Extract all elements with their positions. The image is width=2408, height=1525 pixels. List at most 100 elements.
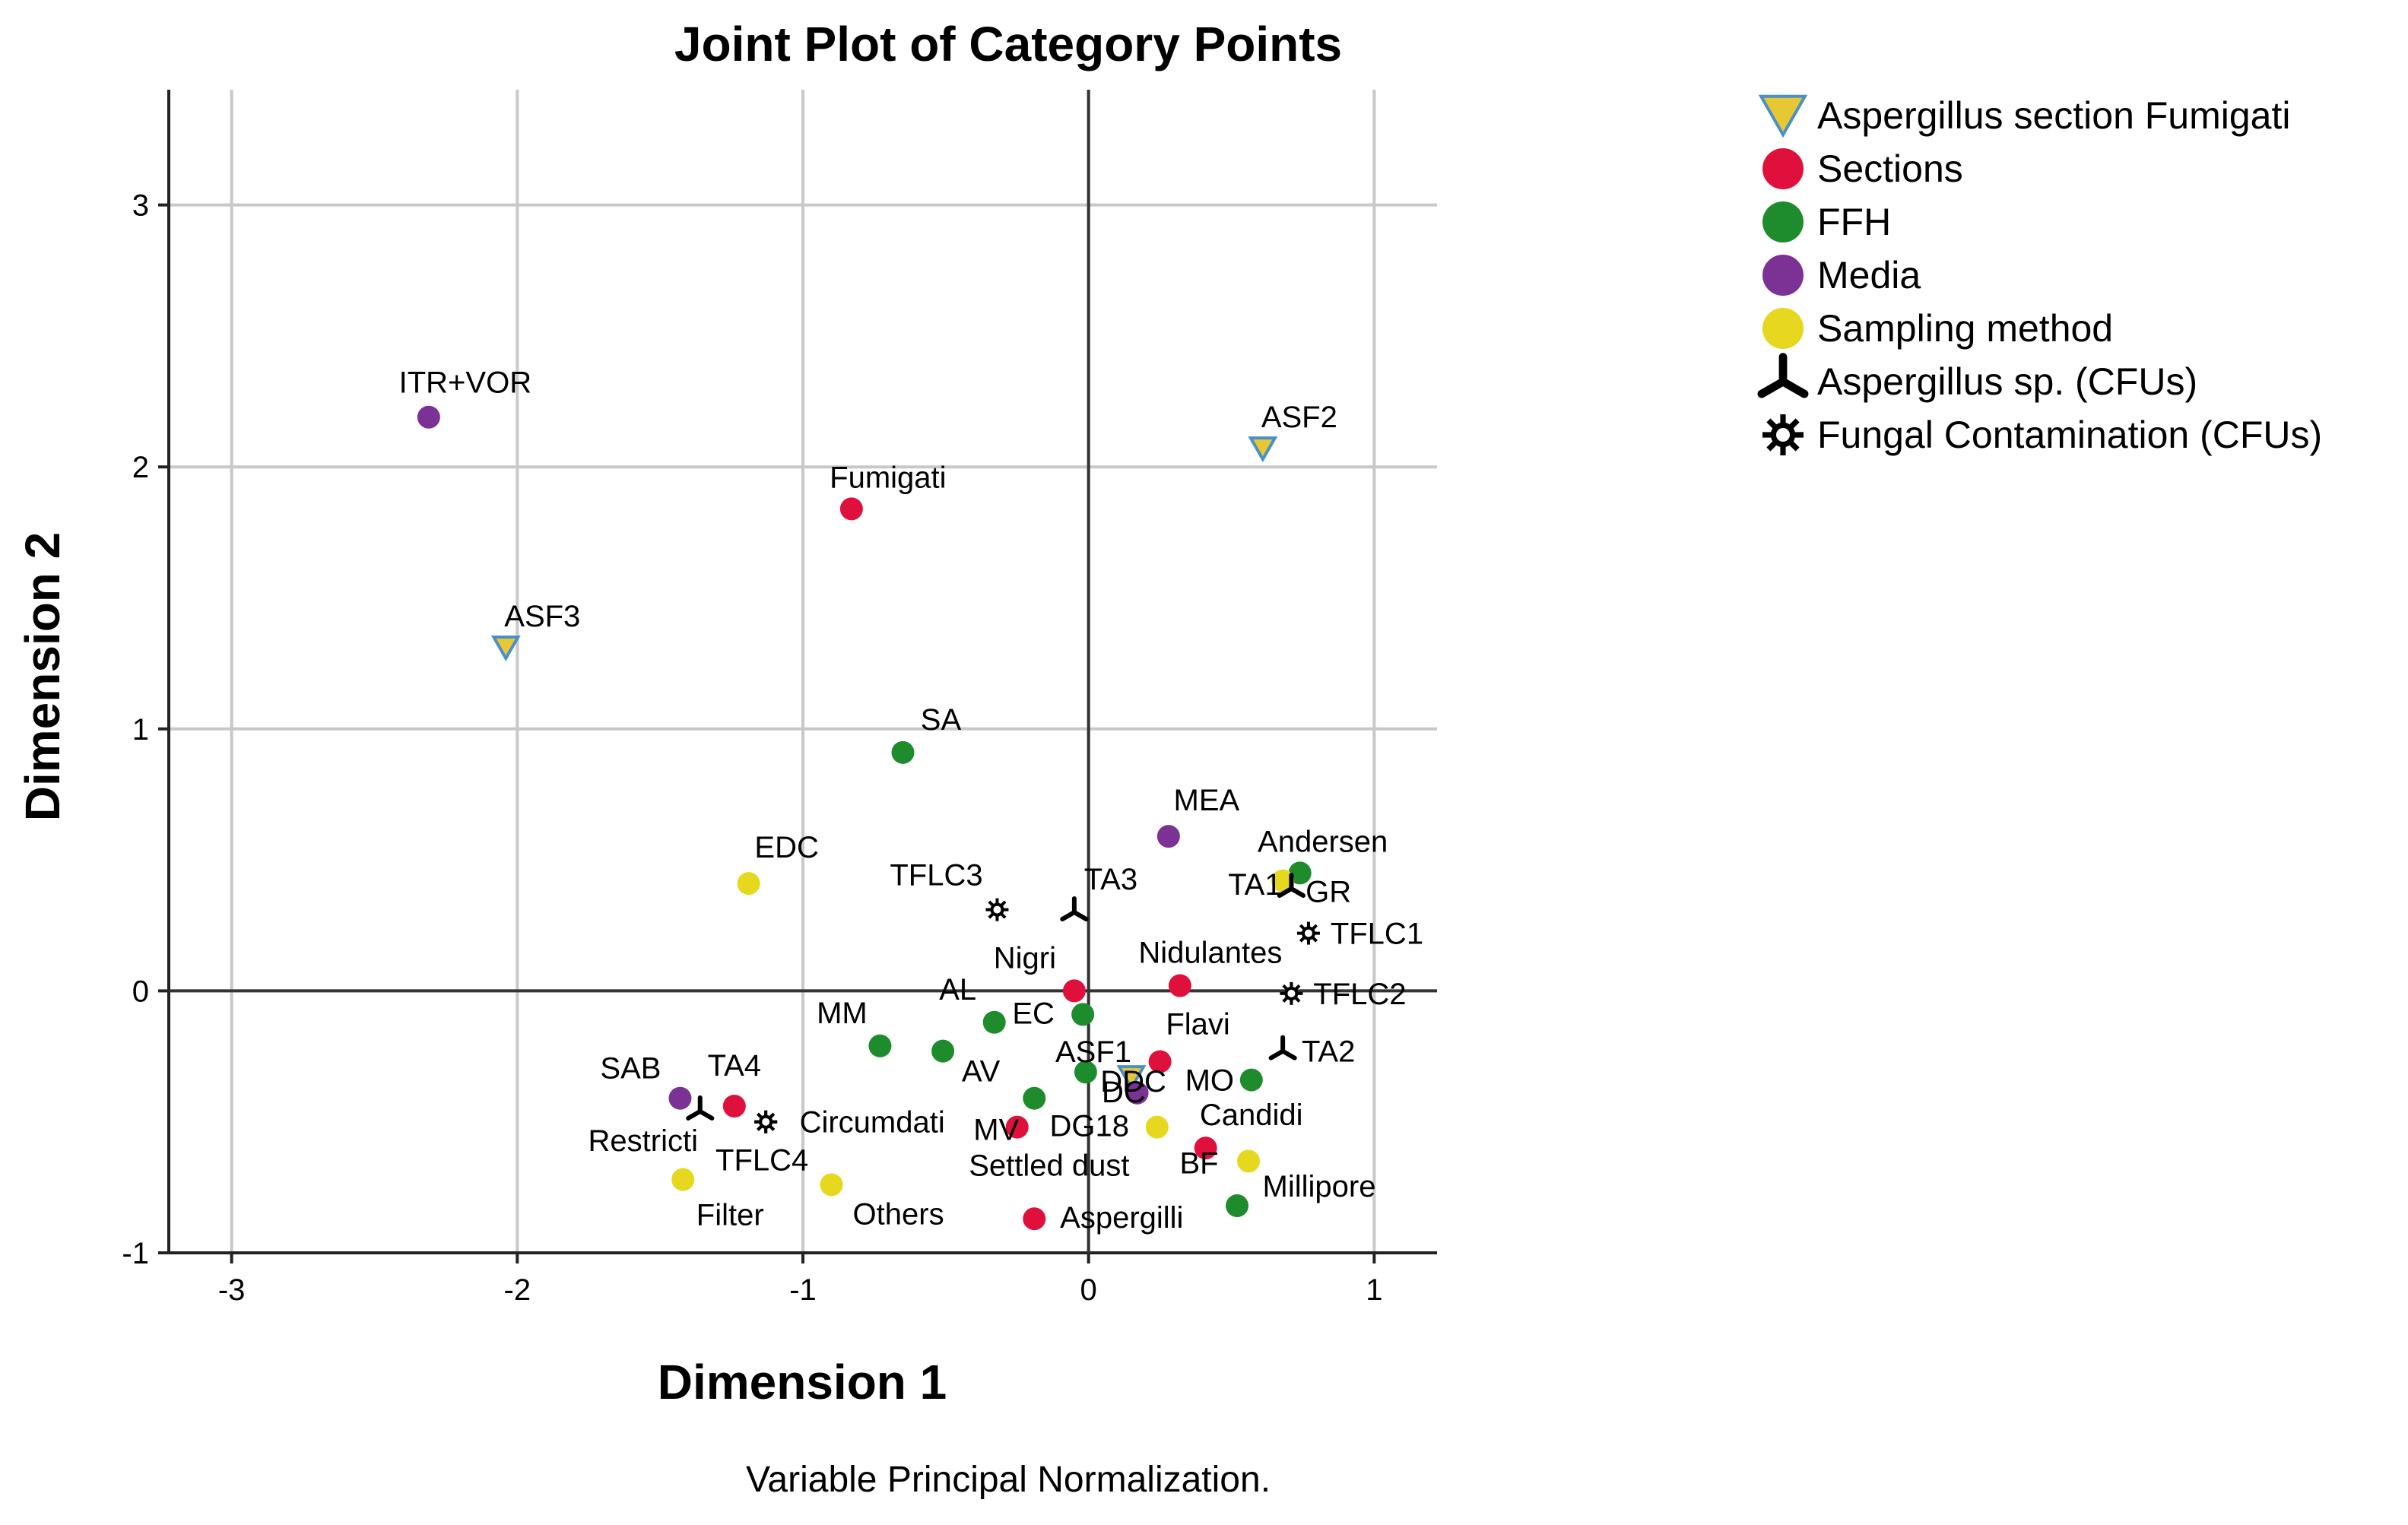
y-tick-label: 0 [132,975,149,1008]
marker-core [759,1114,773,1129]
marker-core [1770,422,1796,448]
chart-footnote: Variable Principal Normalization. [746,1460,1271,1500]
data-point [490,635,521,662]
marker-circle [1005,1115,1029,1139]
legend-label: FFH [1817,201,1891,243]
marker-circle [1074,1061,1097,1084]
legend-label: Sampling method [1817,307,2113,350]
data-point [839,497,863,521]
point-label: Settled dust [969,1149,1129,1183]
point-label: Nigri [994,941,1056,975]
point-label: Candidi [1200,1099,1303,1132]
legend-marker [1762,308,1804,349]
marker-circle [1762,308,1804,349]
data-point [820,1173,843,1197]
legend-marker [1762,255,1804,296]
marker-circle [982,1010,1006,1034]
point-label: TFLC1 [1331,918,1423,951]
marker-stroke [697,1108,715,1121]
y-tick-label: 2 [132,451,149,484]
marker-circle [1023,1207,1046,1231]
point-label: Flavi [1166,1007,1229,1041]
data-point [1237,1149,1261,1173]
marker-circle [1145,1115,1169,1139]
point-label: TFLC2 [1313,978,1406,1011]
x-axis-title: Dimension 1 [658,1355,947,1409]
marker-circle [1271,869,1295,892]
marker-circle [1194,1137,1217,1160]
data-point [417,405,440,429]
point-label: TA1 [1228,868,1281,902]
marker-stroke [1071,910,1089,922]
chart-title: Joint Plot of Category Points [674,17,1342,71]
data-point [1145,1115,1169,1139]
point-label: Aspergilli [1060,1201,1183,1235]
data-point [985,898,1009,921]
marker-circle [1023,1086,1046,1110]
marker-stroke [1289,886,1306,899]
marker-circle [820,1173,843,1197]
data-point [1248,436,1278,463]
legend: Aspergillus section Fumigati Sections FFH M… [1757,94,2322,456]
marker-circle [1148,1050,1172,1073]
point-label: TFLC3 [890,859,982,892]
point-label: MV [973,1114,1019,1147]
marker-triangle [1758,94,1808,138]
data-point [1074,1061,1097,1084]
x-tick-label: -1 [789,1273,817,1307]
marker-circle [1168,974,1191,997]
marker-circle [722,1095,746,1118]
tick-labels: -3 -2 -1 0 1 -1 0 1 2 3 [122,189,1382,1307]
x-tick-label: -2 [504,1273,531,1307]
data-point [686,1095,715,1121]
legend-marker [1757,353,1809,398]
point-label: EDC [754,831,818,864]
marker-circle [671,1168,695,1191]
point-label: Restricti [589,1124,698,1158]
data-point [1071,1003,1095,1026]
marker-circle [668,1086,692,1110]
legend-marker [1762,201,1804,243]
data-point [1062,979,1086,1003]
y-tick-label: 3 [132,189,149,223]
point-label: MEA [1174,784,1240,817]
marker-circle [1762,148,1804,189]
data-point [1148,1050,1172,1073]
point-label: Fumigati [830,461,946,494]
data-point [1239,1068,1263,1092]
y-tick-label: 1 [132,713,149,747]
point-label: DG18 [1050,1110,1130,1143]
point-label: MO [1185,1064,1234,1098]
x-tick-label: 1 [1366,1273,1382,1307]
data-point [1226,1194,1249,1217]
point-label: SAB [600,1052,661,1086]
data-point [1116,1065,1147,1092]
data-point [1005,1115,1029,1139]
marker-triangle [1116,1065,1147,1092]
point-label: EC [1012,997,1055,1030]
point-label: AV [962,1055,1001,1089]
data-point [1156,825,1180,848]
point-label: AL [939,973,976,1007]
point-label: ITR+VOR [399,366,531,400]
legend-label: Aspergillus section Fumigati [1817,94,2291,137]
point-label: TA4 [708,1049,761,1083]
x-tick-label: -3 [218,1273,246,1307]
marker-circle [1226,1194,1249,1217]
data-point [722,1095,746,1118]
data-point [754,1110,778,1133]
point-label: TA2 [1302,1035,1355,1069]
point-label: Andersen [1258,825,1388,858]
point-label: ASF1 [1055,1035,1131,1069]
point-label: ASF3 [504,600,580,633]
marker-stroke [1280,1048,1297,1061]
point-label: DC [1102,1076,1146,1109]
legend-marker [1762,148,1804,189]
point-label: Circumdati [800,1106,945,1140]
data-point [1268,1035,1297,1061]
data-point [868,1034,892,1057]
point-label: BF [1179,1146,1218,1180]
marker-triangle [1248,436,1278,463]
data-point [1271,869,1295,892]
